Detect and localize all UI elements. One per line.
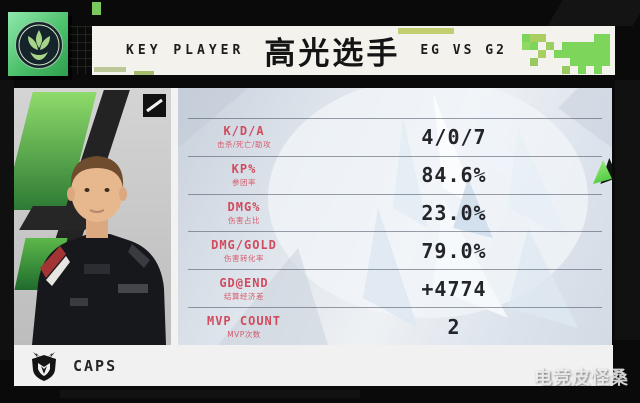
stat-sublabel: 结算经济差 <box>224 291 264 301</box>
stats-panel: K/D/A 击杀/死亡/助攻 4/0/7 KP% 参团率 84.6% DMG% … <box>178 88 612 345</box>
stat-label: MVP COUNT <box>206 313 282 328</box>
pixel-decoration <box>94 67 126 72</box>
stats-table: K/D/A 击杀/死亡/助攻 4/0/7 KP% 参团率 84.6% DMG% … <box>188 118 602 345</box>
stat-sublabel: 伤害占比 <box>228 216 260 226</box>
stat-label: DMG/GOLD <box>211 237 277 252</box>
stat-row-kp: KP% 参团率 84.6% <box>188 155 602 194</box>
stat-row-dmg-gold: DMG/GOLD 伤害转化率 79.0% <box>188 231 602 269</box>
player-name-strip: CAPS <box>14 345 613 386</box>
stat-label: KP% <box>231 162 257 177</box>
sponsor-square-icon <box>143 94 166 117</box>
stat-row-dmg: DMG% 伤害占比 23.0% <box>188 193 602 232</box>
stat-sublabel: 伤害转化率 <box>224 253 264 263</box>
stat-label: GD@END <box>219 275 269 290</box>
stat-sublabel: MVP次数 <box>227 329 261 339</box>
stat-value: 23.0% <box>421 201 487 226</box>
player-portrait-illustration <box>32 156 166 345</box>
stat-row-mvp: MVP COUNT MVP次数 2 <box>188 307 602 345</box>
background-glitch <box>615 80 640 340</box>
stat-value: 4/0/7 <box>421 125 487 150</box>
stat-label: DMG% <box>227 200 261 215</box>
stat-label: K/D/A <box>223 124 265 139</box>
stat-value: 2 <box>447 314 461 339</box>
page-title: 高光选手 <box>264 36 401 72</box>
background-glitch <box>60 390 360 398</box>
background-glitch <box>547 0 640 26</box>
watermark: 电竞皮怪桑 <box>534 368 629 389</box>
msi-logo-block <box>8 12 68 76</box>
stat-row-kda: K/D/A 击杀/死亡/助攻 4/0/7 <box>188 118 602 156</box>
g2-team-logo-icon <box>32 351 56 381</box>
pixel-decoration <box>134 71 154 75</box>
stat-row-gd-end: GD@END 结算经济差 +4774 <box>188 269 602 307</box>
stat-sublabel: 参团率 <box>232 178 256 188</box>
header-banner: KEY PLAYER 高光选手 EG VS G2 <box>92 26 615 75</box>
panel-edge <box>171 88 178 345</box>
player-name: CAPS <box>73 356 118 375</box>
pixel-decoration <box>398 28 454 34</box>
pixel-decoration <box>522 34 530 42</box>
stat-sublabel: 击杀/死亡/助攻 <box>216 140 272 150</box>
stat-value: 84.6% <box>421 163 487 188</box>
player-photo <box>14 88 178 345</box>
matchup-label: EG VS G2 <box>420 43 507 58</box>
background-glitch <box>0 80 14 360</box>
msi-logo-icon <box>15 21 63 69</box>
stat-value: 79.0% <box>421 238 487 263</box>
key-player-kicker: KEY PLAYER <box>126 43 245 58</box>
pixel-decoration <box>92 2 101 15</box>
stat-value: +4774 <box>421 276 487 301</box>
